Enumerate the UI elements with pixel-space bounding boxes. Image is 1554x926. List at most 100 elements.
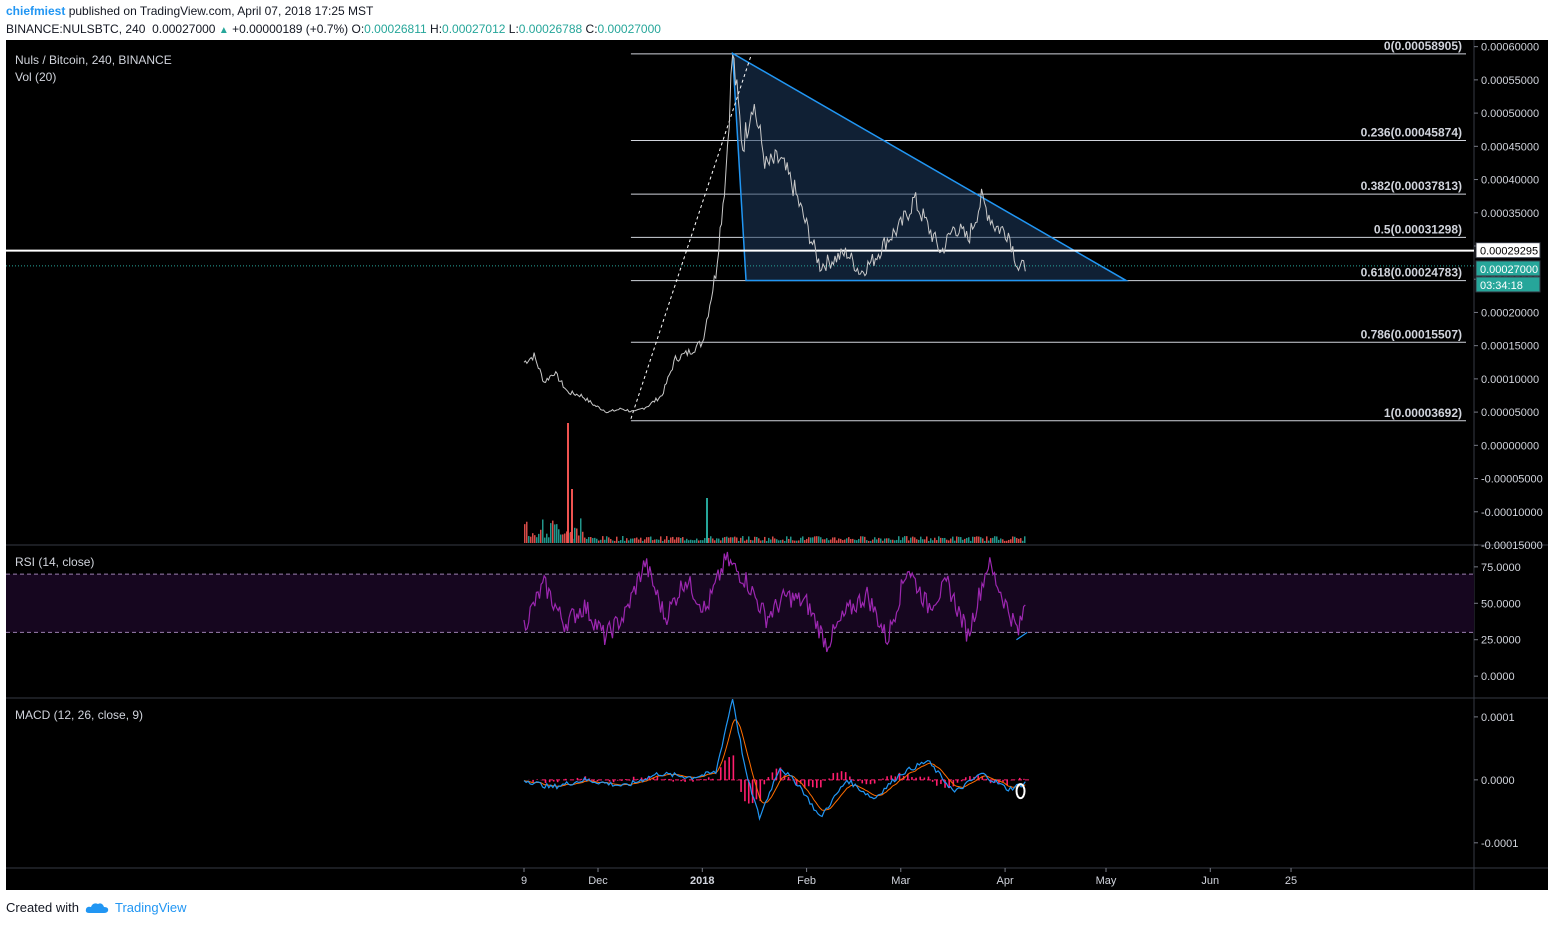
macd-histogram-bar	[728, 757, 730, 780]
volume-bar	[726, 536, 728, 543]
volume-bar	[882, 540, 884, 543]
macd-histogram-bar	[652, 777, 655, 780]
macd-histogram-bar	[656, 776, 659, 780]
macd-histogram-bar	[724, 760, 726, 780]
time-tick-label: 9	[521, 875, 527, 887]
volume-bar	[960, 537, 962, 543]
volume-bar	[776, 539, 778, 543]
volume-bar	[612, 540, 614, 543]
volume-bar	[810, 537, 812, 543]
volume-bar	[804, 540, 806, 543]
time-tick-label: Jun	[1201, 875, 1219, 887]
macd-histogram-bar	[915, 777, 917, 780]
last-price: 0.00027000	[152, 22, 216, 36]
volume-bar	[530, 536, 532, 543]
macd-pane-title: MACD (12, 26, close, 9)	[15, 708, 144, 722]
tradingview-cloud-icon	[85, 902, 109, 913]
open-value: 0.00026811	[364, 22, 427, 36]
volume-bar	[980, 537, 982, 543]
volume-bar	[668, 539, 670, 543]
macd-histogram-bar	[580, 778, 583, 780]
volume-bar	[1014, 536, 1016, 543]
macd-histogram-bar	[803, 779, 806, 789]
volume-bar	[830, 539, 832, 543]
volume-bar	[646, 537, 648, 543]
macd-histogram-bar	[927, 776, 930, 780]
volume-bar	[922, 539, 924, 543]
volume-bar	[832, 537, 834, 543]
volume-bar	[828, 540, 830, 543]
volume-bar	[812, 537, 814, 543]
volume-bar	[638, 539, 640, 543]
macd-histogram-bar	[732, 755, 735, 780]
macd-histogram-bar	[960, 779, 963, 782]
volume-bar	[540, 529, 542, 543]
macd-histogram-bar	[771, 772, 774, 780]
time-tick-label: Feb	[797, 875, 816, 887]
rsi-pane-title: RSI (14, close)	[15, 555, 95, 569]
macd-histogram-bar	[969, 776, 971, 780]
macd-histogram-bar	[680, 779, 682, 782]
volume-bar	[608, 537, 610, 543]
price-tick-label: 0.00035000	[1481, 208, 1539, 220]
chart-area[interactable]: 0(0.00058905) 0.236(0.00045874) 0.382(0.00…	[6, 40, 1548, 890]
volume-bar	[632, 538, 634, 543]
volume-bar	[856, 540, 858, 543]
volume-bar	[640, 537, 642, 543]
author-link[interactable]: chiefmiest	[6, 4, 66, 18]
volume-bar	[620, 540, 622, 543]
volume-bar	[866, 540, 868, 543]
volume-bar	[1016, 538, 1018, 543]
last-price-badge-bg	[1475, 260, 1541, 277]
price-tick-label: -0.00010000	[1481, 507, 1543, 519]
macd-histogram-bar	[775, 768, 778, 780]
macd-histogram-bar	[878, 779, 880, 780]
macd-histogram-bar	[747, 779, 750, 804]
volume-bar	[918, 539, 920, 543]
volume-bar	[1024, 536, 1026, 543]
macd-histogram-bar	[882, 778, 884, 780]
volume-bar	[928, 540, 930, 543]
macd-histogram-bar	[779, 767, 782, 780]
volume-bar	[780, 540, 782, 543]
volume-bar	[546, 533, 548, 543]
volume-bar	[526, 521, 528, 543]
volume-bar	[772, 536, 774, 543]
volume-bar	[596, 538, 598, 543]
macd-histogram-bar	[544, 779, 547, 784]
price-tick-label: 0.00015000	[1481, 341, 1539, 353]
volume-bar	[990, 538, 992, 543]
volume-bar	[652, 540, 654, 543]
macd-histogram-bar	[824, 779, 826, 781]
volume-bar	[718, 538, 720, 543]
volume-bar	[556, 524, 558, 543]
volume-bar	[610, 539, 612, 543]
volume-bar	[584, 537, 586, 543]
volume-bar	[660, 536, 662, 543]
volume-bar	[700, 540, 702, 543]
volume-bar	[992, 537, 994, 543]
symbol-label: BINANCE:NULSBTC, 240	[6, 22, 146, 36]
volume-bar	[966, 537, 968, 543]
macd-histogram-bar	[648, 776, 651, 780]
macd-histogram-bar	[985, 778, 988, 780]
volume-bar	[622, 536, 624, 543]
close-label: C:	[585, 22, 598, 36]
volume-bar	[876, 539, 878, 543]
volume-bar	[944, 537, 946, 543]
chart-canvas[interactable]: 0(0.00058905) 0.236(0.00045874) 0.382(0.00…	[6, 40, 1548, 890]
volume-bar	[950, 538, 952, 543]
macd-histogram-bar	[853, 779, 855, 781]
volume-bar	[964, 538, 966, 543]
volume-bar	[664, 539, 666, 543]
volume-bar	[606, 536, 608, 543]
macd-histogram-bar	[564, 778, 567, 780]
tradingview-link[interactable]: TradingView	[114, 900, 187, 915]
volume-bar	[794, 540, 796, 543]
volume-bar	[716, 538, 718, 543]
volume-bar	[904, 536, 906, 543]
volume-bar	[910, 537, 912, 543]
volume-bar	[994, 536, 996, 543]
main-pane-title: Nuls / Bitcoin, 240, BINANCE	[15, 53, 172, 67]
macd-histogram-bar	[532, 779, 534, 782]
